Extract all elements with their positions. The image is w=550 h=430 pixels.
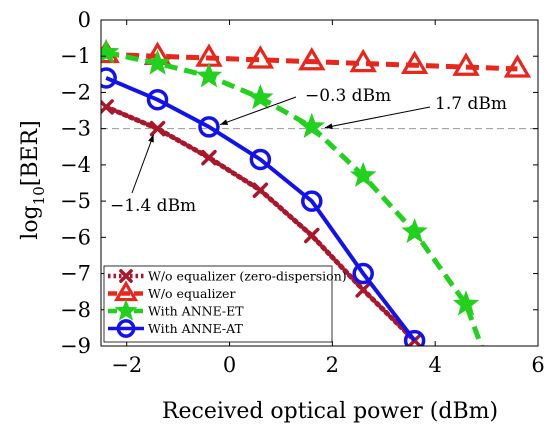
annotation-label: −1.4 dBm (110, 196, 196, 216)
annotation-arrowhead (220, 119, 229, 125)
data-point (352, 262, 374, 285)
data-point (146, 88, 169, 111)
y-axis-label-base: log (18, 205, 43, 239)
annotation-arrow (324, 106, 431, 129)
y-tick-label: −1 (60, 44, 91, 68)
y-tick-label: −2 (60, 80, 91, 104)
legend-marker (116, 319, 136, 338)
data-point (349, 161, 377, 188)
series-layer (101, 38, 532, 346)
series-line (106, 51, 518, 72)
x-tick-label: 6 (531, 353, 544, 377)
data-point (301, 190, 323, 212)
data-point (101, 99, 114, 115)
data-point (349, 48, 377, 73)
data-point (198, 116, 220, 138)
legend-items: W/o equalizer (zero-dispersion) W/o equal… (108, 269, 347, 338)
data-point (452, 290, 480, 316)
data-point (201, 149, 217, 166)
y-tick-label: −9 (60, 334, 91, 358)
annotation-layer: −0.3 dBm 1.7 dBm −1.4 dBm (110, 86, 507, 216)
data-point (298, 46, 326, 71)
x-axis-label: Received optical power (dBm) (162, 399, 498, 424)
legend-entry-3: With ANNE-AT (108, 319, 243, 338)
x-tick-label: −2 (111, 353, 142, 377)
legend-label: W/o equalizer (148, 286, 235, 301)
y-axis-label-arg: [BER] (18, 120, 43, 186)
y-axis-label: log10[BER] (18, 120, 48, 239)
data-point (249, 148, 272, 171)
annotation-1: 1.7 dBm (324, 94, 507, 130)
legend-entry-1: W/o equalizer (108, 280, 235, 302)
x-tick-label: 2 (326, 353, 339, 377)
data-point (403, 329, 426, 346)
data-point (101, 67, 117, 89)
tick-layer: −2 0 2 4 6 0 −1 −2 −3 −4 −5 −6 −7 −8 −9 (60, 8, 545, 377)
data-point (400, 50, 429, 75)
annotation-arrow (131, 134, 155, 194)
data-point (355, 282, 371, 298)
x-tick-label: 4 (428, 353, 441, 377)
plot-frame (100, 19, 539, 347)
series-0 (101, 99, 423, 346)
annotation-arrowhead (324, 123, 333, 130)
data-point (252, 182, 269, 198)
legend-label: W/o equalizer (zero-dispersion) (148, 269, 347, 284)
legend-label: With ANNE-AT (148, 321, 243, 336)
data-point (195, 62, 223, 88)
data-point (298, 112, 326, 139)
y-tick-label: −7 (60, 262, 91, 286)
y-tick-label: −3 (60, 117, 91, 141)
series-line (105, 76, 417, 342)
y-tick-label: −8 (60, 298, 91, 322)
y-tick-label: −6 (60, 225, 91, 249)
legend-label: With ANNE-ET (148, 304, 244, 319)
data-point (144, 49, 171, 75)
data-point (149, 120, 166, 137)
data-point (401, 217, 428, 244)
legend-marker (119, 269, 133, 283)
series-3 (101, 67, 426, 346)
y-tick-label: −4 (60, 153, 91, 177)
y-axis-label-sub: 10 (30, 186, 48, 205)
legend-entry-2: With ANNE-ET (108, 298, 244, 321)
legend-entry-0: W/o equalizer (zero-dispersion) (108, 269, 347, 284)
series-2 (101, 38, 484, 346)
data-point (304, 227, 320, 244)
legend: W/o equalizer (zero-dispersion) W/o equal… (103, 265, 347, 343)
data-point (503, 54, 532, 78)
annotation-0: −0.3 dBm (219, 86, 391, 126)
data-point (247, 83, 274, 110)
x-tick-label: 0 (223, 353, 236, 377)
annotation-label: 1.7 dBm (435, 94, 507, 114)
data-point (101, 38, 120, 64)
legend-marker (114, 298, 138, 321)
annotation-label: −0.3 dBm (305, 86, 391, 106)
annotation-arrowhead (148, 134, 154, 143)
y-tick-label: 0 (78, 8, 91, 32)
annotation-2: −1.4 dBm (110, 134, 196, 216)
data-point (452, 52, 480, 76)
data-point (246, 45, 275, 69)
y-tick-label: −5 (60, 189, 91, 213)
annotation-arrow (219, 96, 297, 126)
